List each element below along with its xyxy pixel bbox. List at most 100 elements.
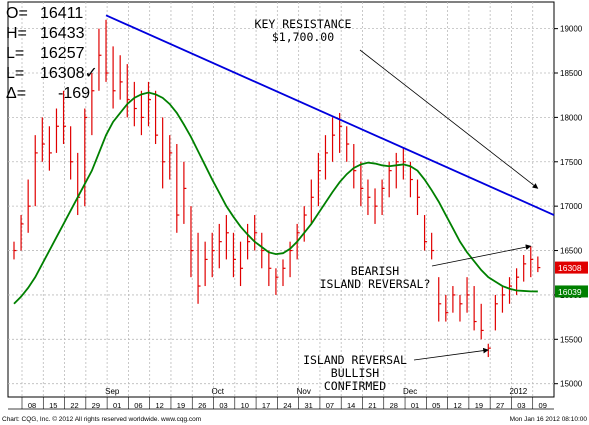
- last-label: L=: [6, 65, 24, 82]
- annotation-text: $1,700.00: [272, 30, 334, 44]
- x-axis: 08 15 22 29 01 06 12 19 26 03 10 17 24 31 07 14 21 28 01 05…: [8, 387, 554, 410]
- x-tick-label: 19: [475, 401, 483, 410]
- x-tick-label: 05: [432, 401, 440, 410]
- x-tick-label: 31: [304, 401, 312, 410]
- ohlc-bar: [494, 294, 498, 331]
- delta-label: Δ=: [6, 85, 26, 102]
- low-value: 16257: [40, 45, 85, 62]
- month-label: Sep: [105, 387, 120, 396]
- ohlc-bar: [176, 144, 180, 233]
- x-tick-label: 15: [49, 401, 57, 410]
- ohlc-bar: [232, 232, 236, 278]
- ohlc-bar: [317, 152, 321, 207]
- x-tick-label: 21: [368, 401, 376, 410]
- ohlc-bar: [55, 108, 59, 153]
- ohlc-bar: [41, 117, 45, 162]
- y-tick-label: 16500: [560, 247, 583, 256]
- ohlc-bar: [508, 277, 513, 304]
- x-tick-label: 12: [453, 401, 461, 410]
- x-tick-label: 01: [411, 401, 419, 410]
- x-tick-label: 07: [326, 401, 334, 410]
- ohlc-bar: [523, 254, 527, 282]
- delta-value: -169: [58, 85, 90, 102]
- footer-timestamp: Mon Jan 16 2012 08:10:00: [510, 416, 588, 423]
- ohlc-bar: [147, 81, 151, 127]
- x-tick-label: 26: [198, 401, 206, 410]
- ohlc-readout: O= 16411 H= 16433 L= 16257 L= 16308✓ Δ= …: [6, 5, 98, 102]
- ohlc-bar: [254, 215, 258, 251]
- last-price-tag: 16308: [555, 261, 588, 274]
- high-value: 16433: [40, 25, 85, 42]
- ohlc-bar: [346, 126, 350, 162]
- ohlc-bar: [218, 223, 222, 269]
- ohlc-bar: [310, 179, 314, 224]
- ohlc-bar: [154, 90, 159, 145]
- ohlc-bar: [126, 64, 130, 118]
- x-tick-label: 19: [177, 401, 185, 410]
- ohlc-bar: [247, 223, 251, 260]
- ohlc-bar: [473, 286, 477, 331]
- ohlc-bar: [211, 232, 215, 278]
- ohlc-bar: [62, 90, 67, 145]
- ohlc-bar: [452, 286, 456, 313]
- key-resistance-annotation: KEY RESISTANCE$1,700.00: [255, 17, 539, 189]
- ohlc-bar: [537, 256, 541, 273]
- ohlc-bar: [466, 277, 470, 313]
- moving-average-line: [13, 91, 538, 305]
- ohlc-bar: [34, 135, 38, 207]
- high-label: H=: [6, 25, 27, 42]
- x-tick-label: 03: [219, 401, 227, 410]
- ohlc-bar: [423, 215, 428, 251]
- y-tick-label: 18000: [560, 113, 583, 122]
- annotation-arrow: [359, 49, 539, 189]
- ohlc-bar: [445, 294, 449, 322]
- price-tag-label: 16308: [558, 263, 582, 273]
- x-tick-label: 22: [70, 401, 78, 410]
- annotation-arrow: [431, 244, 532, 267]
- ohlc-bar: [84, 108, 88, 207]
- month-label: Nov: [297, 387, 311, 396]
- month-label: 2012: [509, 387, 527, 396]
- ohlc-bar: [225, 215, 229, 260]
- ohlc-bar: [324, 135, 328, 180]
- x-tick-label: 03: [517, 401, 525, 410]
- ohlc-bar: [459, 294, 463, 322]
- x-tick-label: 01: [113, 401, 121, 410]
- ohlc-bar: [275, 268, 279, 295]
- ohlc-bar: [105, 19, 109, 82]
- ohlc-bar: [27, 179, 31, 233]
- ohlc-bar: [98, 28, 102, 91]
- price-tag-box: [555, 285, 588, 298]
- ohlc-bar: [133, 81, 137, 127]
- ohlc-bar: [438, 277, 442, 322]
- annotation-text: BULLISH: [331, 366, 380, 380]
- ohlc-bar: [353, 144, 357, 189]
- ohlc-bar: [303, 206, 307, 242]
- ohlc-bar: [381, 179, 385, 216]
- ohlc-bar: [91, 73, 95, 136]
- ohlc-bar: [388, 161, 392, 198]
- price-tag-label: 16039: [558, 287, 582, 297]
- month-label: Oct: [212, 387, 225, 396]
- x-tick-label: 28: [390, 401, 398, 410]
- footer-copyright: Chart: CQG, Inc. © 2012 All rights reser…: [2, 415, 201, 423]
- ohlc-bar: [331, 117, 336, 162]
- trendline-path: [105, 14, 555, 216]
- open-value: 16411: [40, 5, 83, 22]
- annotation-text: CONFIRMED: [324, 379, 386, 393]
- x-tick-label: 06: [134, 401, 142, 410]
- annotation-text: ISLAND REVERSAL?: [320, 277, 431, 291]
- ohlc-bar: [282, 259, 286, 287]
- x-tick-label: 08: [28, 401, 36, 410]
- ohlc-bar: [395, 152, 399, 189]
- ohlc-bar: [48, 126, 52, 171]
- y-tick-label: 18500: [560, 69, 583, 78]
- x-tick-label: 27: [496, 401, 504, 410]
- ohlc-bar: [112, 46, 116, 109]
- ohlc-bar: [409, 161, 413, 198]
